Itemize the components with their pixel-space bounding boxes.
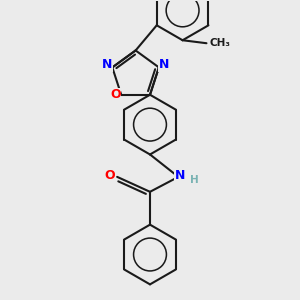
Text: N: N — [175, 169, 185, 182]
Text: CH₃: CH₃ — [209, 38, 230, 48]
Text: N: N — [159, 58, 169, 71]
Text: O: O — [104, 169, 115, 182]
Text: O: O — [110, 88, 121, 101]
Text: H: H — [190, 175, 199, 185]
Text: N: N — [102, 58, 112, 71]
